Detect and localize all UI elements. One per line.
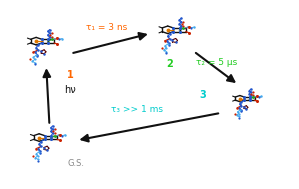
Text: τ₁ = 3 ns: τ₁ = 3 ns: [86, 23, 127, 32]
Text: 1: 1: [67, 70, 74, 80]
Text: hν: hν: [64, 85, 76, 95]
Text: τ₂ = 5 μs: τ₂ = 5 μs: [196, 58, 237, 67]
Text: G.S.: G.S.: [67, 159, 84, 168]
Text: 3: 3: [199, 90, 206, 99]
Text: τ₃ >> 1 ms: τ₃ >> 1 ms: [111, 105, 163, 114]
Text: 2: 2: [166, 59, 173, 69]
